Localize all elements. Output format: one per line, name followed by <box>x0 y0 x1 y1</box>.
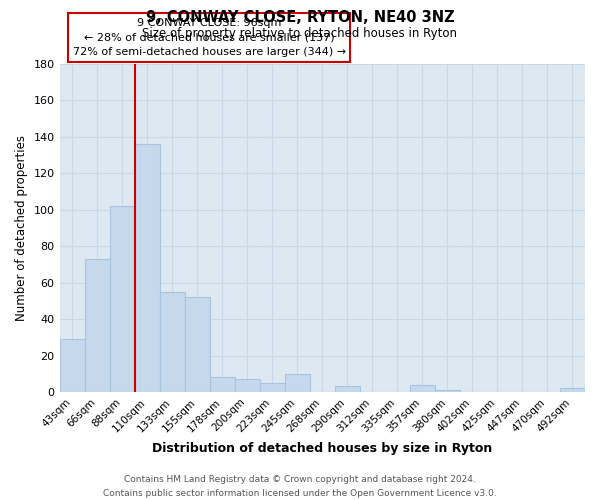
X-axis label: Distribution of detached houses by size in Ryton: Distribution of detached houses by size … <box>152 442 493 455</box>
Bar <box>560 388 585 392</box>
Bar <box>59 339 85 392</box>
Text: 9 CONWAY CLOSE: 96sqm
← 28% of detached houses are smaller (137)
72% of semi-det: 9 CONWAY CLOSE: 96sqm ← 28% of detached … <box>73 18 346 58</box>
Bar <box>209 378 235 392</box>
Bar <box>410 384 435 392</box>
Bar <box>134 144 160 392</box>
Bar <box>110 206 134 392</box>
Bar <box>285 374 310 392</box>
Bar <box>260 383 285 392</box>
Text: Size of property relative to detached houses in Ryton: Size of property relative to detached ho… <box>143 28 458 40</box>
Y-axis label: Number of detached properties: Number of detached properties <box>15 135 28 321</box>
Bar <box>335 386 360 392</box>
Bar <box>160 292 185 392</box>
Text: Contains HM Land Registry data © Crown copyright and database right 2024.
Contai: Contains HM Land Registry data © Crown c… <box>103 476 497 498</box>
Bar <box>435 390 460 392</box>
Bar <box>235 379 260 392</box>
Bar <box>185 297 209 392</box>
Text: 9, CONWAY CLOSE, RYTON, NE40 3NZ: 9, CONWAY CLOSE, RYTON, NE40 3NZ <box>146 10 454 25</box>
Bar <box>85 259 110 392</box>
